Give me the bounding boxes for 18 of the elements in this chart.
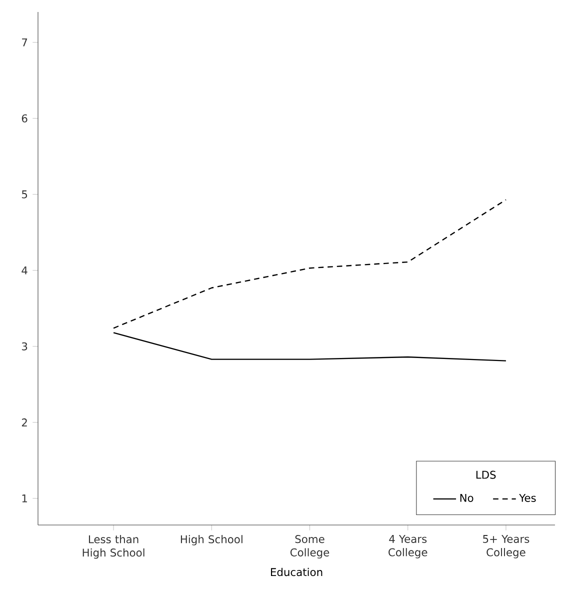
y-tick-label: 6 <box>22 114 28 122</box>
y-tick-label: 3 <box>22 342 28 350</box>
x-tick-label: 5+ Years College <box>483 535 530 558</box>
x-tick-label: Some College <box>290 535 330 559</box>
y-tick-label: 4 <box>22 266 28 274</box>
y-tick-label: 1 <box>22 494 27 502</box>
y-tick-label: 2 <box>22 418 27 426</box>
y-tick-label: 7 <box>22 38 28 46</box>
y-tick-label: 5 <box>22 190 28 198</box>
legend-label: No <box>460 494 474 502</box>
x-axis-title: Education <box>271 568 322 576</box>
legend-title: LDS <box>476 470 496 479</box>
line-series <box>112 199 507 329</box>
legend-label: Yes <box>519 494 536 502</box>
line-series <box>112 332 507 362</box>
x-tick-label: 4 Years College <box>388 535 428 558</box>
x-tick-label: High School <box>180 535 242 546</box>
x-tick-label: Less than High School <box>82 535 144 559</box>
